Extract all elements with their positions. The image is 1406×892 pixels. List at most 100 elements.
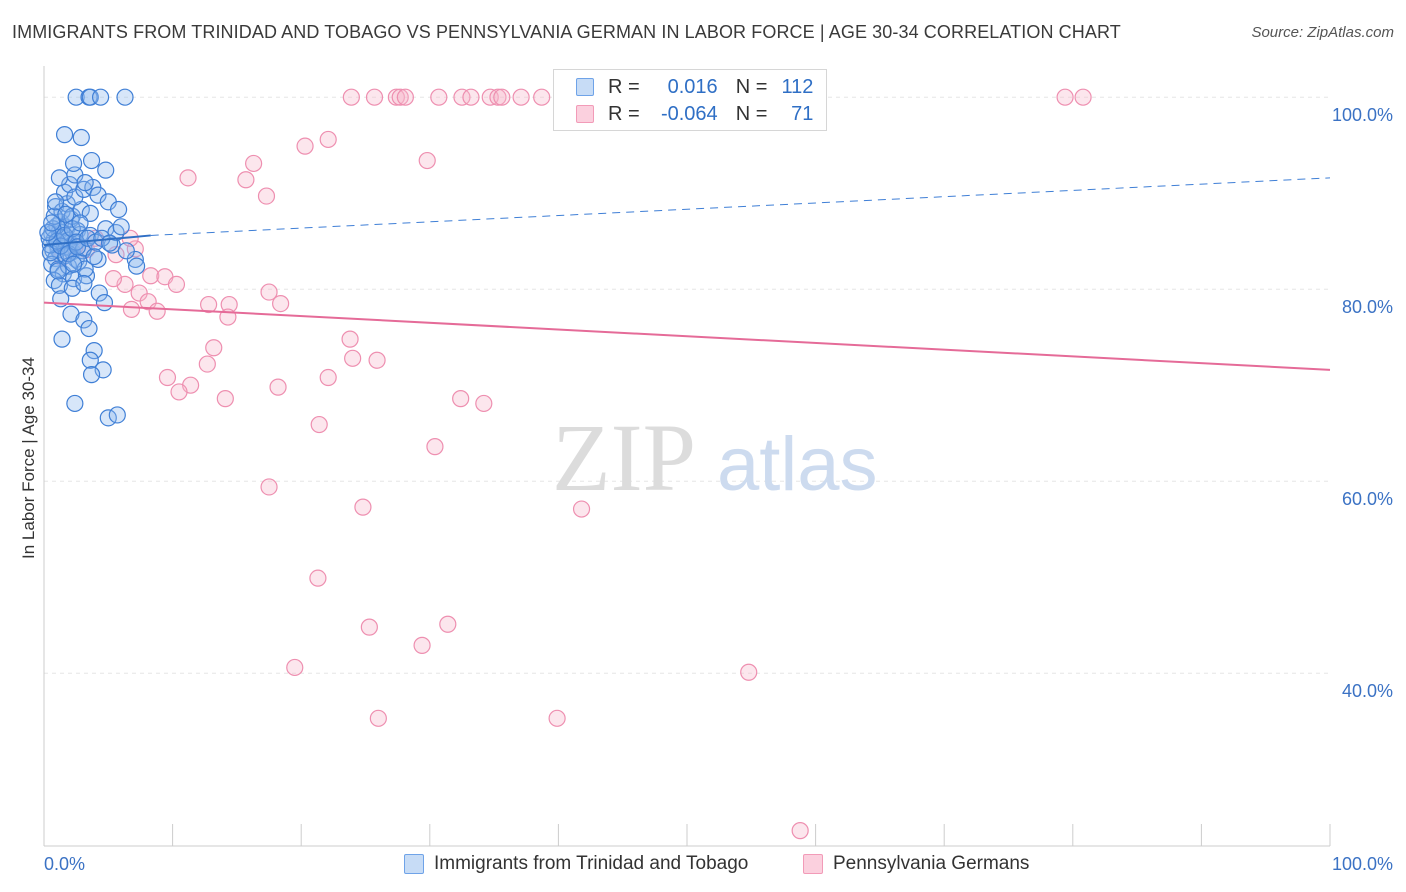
data-point [64,154,83,173]
legend-r-value: -0.064 [660,102,718,125]
legend-row-pennsylvania: R = -0.064 N = 71 [576,101,813,127]
data-point [198,355,216,373]
data-point [205,339,223,357]
bottom-legend-trinidad: Immigrants from Trinidad and Tobago [404,851,748,877]
data-point [104,270,123,288]
series-pennsylvania-germans [53,88,1092,840]
x-tick-label: 0.0% [44,854,85,874]
legend-n-value: 112 [781,75,814,98]
data-point [126,250,144,269]
data-point [81,351,99,369]
tick-labels: 100.0% 80.0% 60.0% 40.0% 0.0% 100.0% [44,105,1393,874]
y-tick-label: 100.0% [1332,105,1393,125]
data-point [82,366,101,384]
trend-lines [43,177,1331,371]
data-point [100,234,119,252]
data-point [142,267,160,285]
data-point [75,274,93,293]
data-point [354,498,372,516]
data-point [310,415,328,434]
data-point [341,330,359,348]
data-point [85,247,103,266]
data-point [368,351,386,369]
data-point [360,618,378,636]
data-point [430,88,448,106]
data-point [45,271,63,290]
legend-swatch-pink [576,105,594,123]
data-point [179,169,197,187]
data-point [55,126,74,144]
data-point [396,88,414,106]
watermark-zip: ZIP [552,404,696,511]
data-point [122,300,141,318]
legend-n-value: 71 [791,102,814,125]
series-trinidad-tobago [39,88,146,427]
data-point [67,88,85,106]
data-point [369,709,387,727]
data-point [112,218,130,236]
data-point [80,319,98,338]
bottom-legend-label: Pennsylvania Germans [833,853,1030,874]
data-point [97,161,115,179]
data-point [453,88,471,106]
legend-n-label: N = [735,102,768,125]
data-point [116,88,134,106]
axes [43,66,1331,847]
data-point [49,262,67,280]
bottom-legend-swatch-pink [803,854,823,874]
data-point [117,242,135,260]
data-point [89,186,107,204]
data-point [426,438,444,456]
data-point [127,257,146,275]
data-point [439,615,457,633]
data-point [489,88,507,106]
bottom-legend-label: Immigrants from Trinidad and Tobago [434,853,749,874]
source-label: Source: ZipAtlas.com [1251,24,1394,41]
data-point [66,394,84,413]
data-point [130,284,148,302]
data-point [319,130,337,149]
data-point [387,88,405,106]
data-point [413,636,431,654]
y-tick-label: 40.0% [1342,681,1393,701]
legend-swatch-blue [576,78,594,96]
data-point [72,128,90,147]
data-point [39,223,57,242]
trend-line-pennsylvania [43,301,1331,371]
chart-title: IMMIGRANTS FROM TRINIDAD AND TOBAGO VS P… [12,22,1121,42]
data-point [257,187,276,205]
data-point [572,500,591,518]
data-point [344,349,362,367]
legend-n-label: N = [735,75,768,98]
data-point [167,275,186,293]
data-point [200,295,218,314]
data-point [237,171,255,189]
data-point [108,406,126,424]
y-tick-label: 80.0% [1342,297,1393,317]
data-point [82,151,101,170]
data-point [548,709,566,727]
data-point [57,205,75,223]
x-tick-label: 100.0% [1332,854,1393,874]
data-point [64,255,83,273]
data-point [512,88,530,106]
legend-r-label: R = [608,102,640,125]
data-point [148,302,166,320]
data-point [76,174,94,192]
data-point [418,151,436,170]
legend-r-value: 0.016 [667,75,718,98]
data-point [286,658,304,677]
data-point [50,276,69,294]
data-point [85,342,103,360]
data-point [53,330,71,348]
data-point [309,569,327,587]
data-point [71,214,89,232]
data-point [342,88,360,106]
data-point [91,88,110,106]
data-point [475,394,493,413]
data-point [452,390,470,408]
data-point [46,193,65,211]
data-point [109,200,128,219]
bottom-legend-swatch-blue [404,854,424,874]
data-point [272,295,290,313]
